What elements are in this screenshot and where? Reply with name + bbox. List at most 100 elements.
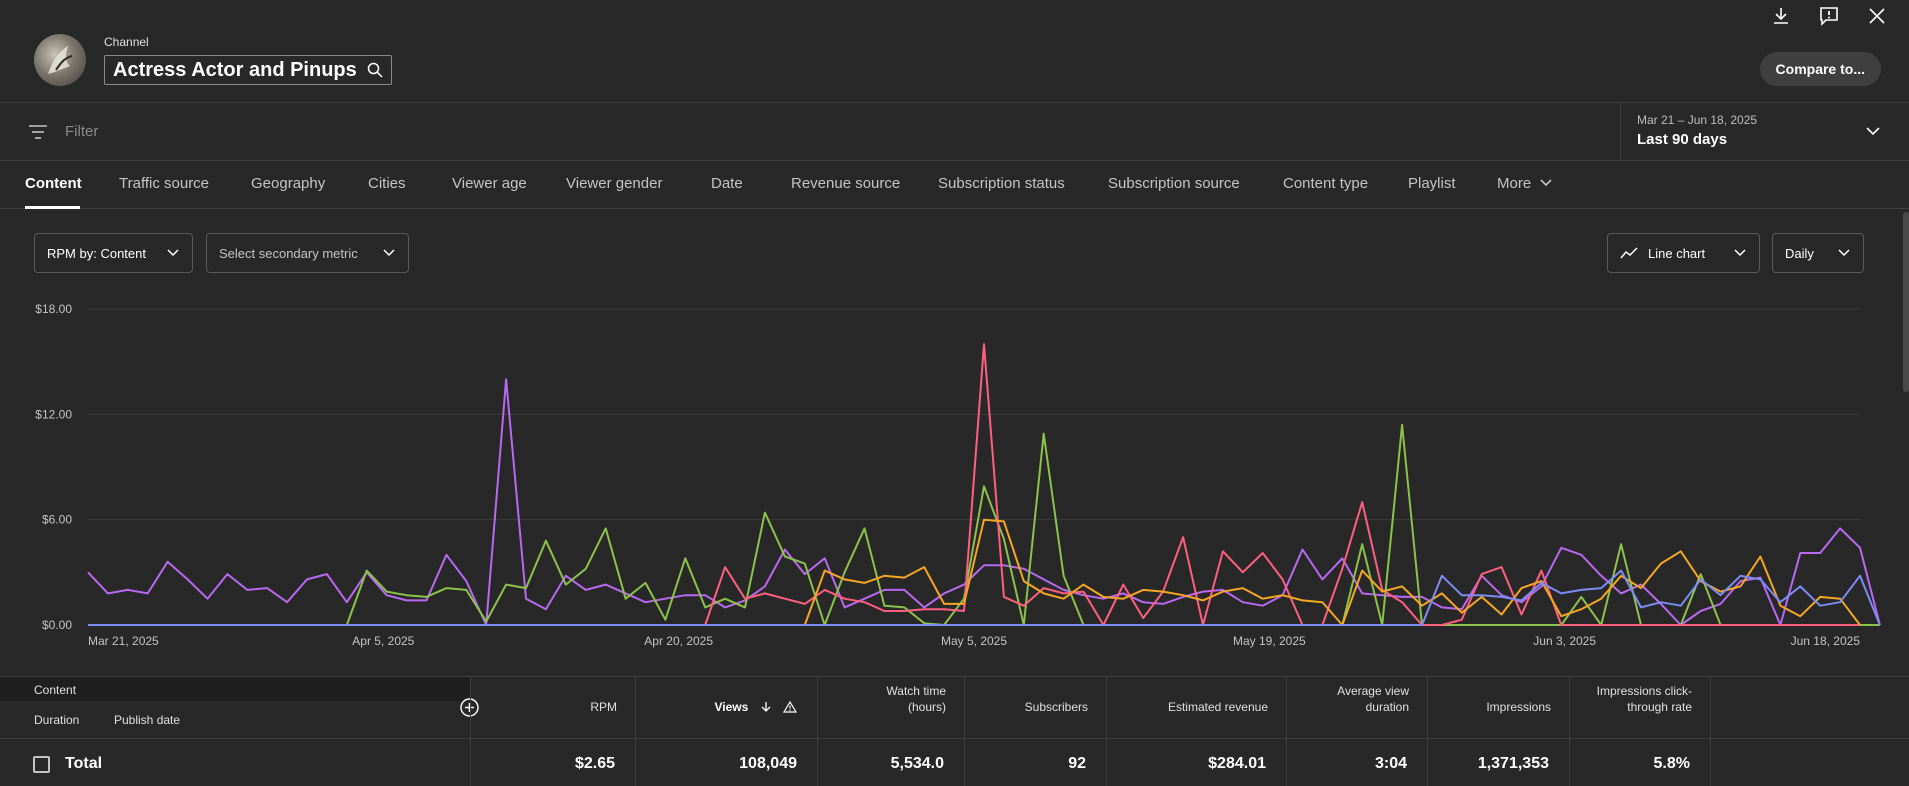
warning-icon[interactable]: [782, 700, 798, 713]
y-tick-label: $6.00: [42, 513, 72, 527]
impressions-total: 1,371,353: [1477, 755, 1549, 772]
date-range-text: Mar 21 – Jun 18, 2025: [1637, 113, 1758, 127]
revenue-column[interactable]: Estimated revenue $284.01: [1106, 677, 1286, 786]
series-line-2: [88, 423, 1880, 626]
series-line-4: [88, 518, 1861, 626]
avg-view-duration-header: Average view duration: [1337, 684, 1409, 714]
chevron-down-icon: [1734, 249, 1746, 257]
granularity-label: Daily: [1785, 245, 1814, 261]
ctr-header: Impressions click-through rate: [1596, 684, 1692, 714]
column-divider: [1710, 677, 1711, 786]
x-tick-label: Apr 20, 2025: [644, 634, 713, 648]
series-line-3: [88, 343, 1860, 626]
add-column-icon[interactable]: [460, 698, 479, 717]
compare-button[interactable]: Compare to...: [1759, 52, 1881, 86]
subscribers-header: Subscribers: [1024, 700, 1088, 714]
channel-label: Channel: [104, 35, 149, 49]
feedback-icon[interactable]: [1817, 4, 1841, 28]
subscribers-total: 92: [1068, 755, 1086, 772]
secondary-metric-label: Select secondary metric: [219, 245, 358, 261]
close-icon[interactable]: [1865, 4, 1889, 28]
publish-date-header[interactable]: Publish date: [114, 713, 181, 727]
subscribers-column[interactable]: Subscribers 92: [964, 677, 1106, 786]
tab-content[interactable]: Content: [25, 175, 82, 192]
content-column-header[interactable]: Content: [0, 677, 470, 701]
impressions-header: Impressions: [1486, 700, 1551, 714]
rpm-total: $2.65: [574, 755, 615, 772]
tab-date[interactable]: Date: [711, 175, 743, 192]
granularity-dropdown[interactable]: Daily: [1772, 233, 1864, 273]
impressions-column[interactable]: Impressions 1,371,353: [1427, 677, 1569, 786]
views-header: Views: [715, 699, 798, 715]
views-header-label: Views: [714, 700, 749, 714]
total-row: Total: [0, 738, 1909, 785]
active-tab-indicator: [25, 206, 80, 209]
channel-name: Actress Actor and Pinups: [113, 58, 357, 81]
x-tick-label: May 5, 2025: [941, 634, 1007, 648]
rpm-line-chart: $0.00 $6.00 $12.00 $18.00 Mar 21, 2025 Apr 5,…: [0, 290, 1909, 660]
primary-metric-label: RPM by: Content: [47, 245, 146, 261]
x-tick-label: Jun 18, 2025: [1791, 634, 1861, 648]
tab-playlist[interactable]: Playlist: [1408, 175, 1456, 192]
avg-view-duration-total: 3:04: [1374, 755, 1407, 772]
date-range-selector[interactable]: Mar 21 – Jun 18, 2025 Last 90 days: [1620, 103, 1909, 161]
chevron-down-icon: [1838, 249, 1850, 257]
x-tick-label: May 19, 2025: [1233, 634, 1306, 648]
y-tick-label: $0.00: [42, 618, 72, 632]
rpm-header: RPM: [590, 700, 617, 714]
search-icon[interactable]: [367, 62, 383, 78]
filter-input[interactable]: Filter: [65, 123, 99, 140]
total-checkbox[interactable]: [33, 756, 50, 773]
tab-content-type[interactable]: Content type: [1283, 175, 1369, 192]
series-line-5: [88, 569, 1881, 626]
watch-time-total: 5,534.0: [890, 755, 944, 772]
x-tick-label: Mar 21, 2025: [88, 634, 159, 648]
series-line-1: [87, 378, 1881, 626]
secondary-metric-dropdown[interactable]: Select secondary metric: [206, 233, 409, 273]
views-total: 108,049: [739, 755, 797, 772]
sort-down-icon: [761, 702, 771, 712]
chart-type-label: Line chart: [1648, 245, 1706, 261]
watch-time-column[interactable]: Watch time (hours) 5,534.0: [817, 677, 964, 786]
tab-viewer-gender[interactable]: Viewer gender: [566, 175, 663, 192]
tab-revenue-source[interactable]: Revenue source: [791, 175, 901, 192]
table-header: Content Duration Publish date RPM $2.65 …: [0, 676, 1909, 786]
duration-header[interactable]: Duration: [34, 713, 80, 727]
filter-bar: Filter Mar 21 – Jun 18, 2025 Last 90 day…: [0, 103, 1909, 161]
chart-svg: $0.00 $6.00 $12.00 $18.00 Mar 21, 2025 Apr 5,…: [35, 302, 1881, 648]
ctr-column[interactable]: Impressions click-through rate 5.8%: [1569, 677, 1710, 786]
y-tick-label: $12.00: [35, 407, 72, 421]
download-icon[interactable]: [1769, 4, 1793, 28]
primary-metric-dropdown[interactable]: RPM by: Content: [34, 233, 193, 273]
date-preset: Last 90 days: [1637, 131, 1728, 148]
scrollbar[interactable]: [1903, 212, 1909, 392]
window-actions: [1769, 4, 1889, 28]
x-tick-label: Apr 5, 2025: [352, 634, 414, 648]
views-column[interactable]: Views 108,049: [635, 677, 817, 786]
tab-more[interactable]: More: [1497, 175, 1553, 192]
tab-subscription-source[interactable]: Subscription source: [1108, 175, 1240, 192]
chart-type-dropdown[interactable]: Line chart: [1607, 233, 1760, 273]
tab-viewer-age[interactable]: Viewer age: [452, 175, 527, 192]
rpm-column[interactable]: RPM $2.65: [470, 677, 635, 786]
tab-geography[interactable]: Geography: [251, 175, 326, 192]
total-label: Total: [65, 755, 103, 772]
tab-more-label: More: [1497, 175, 1532, 192]
filter-icon[interactable]: [28, 123, 48, 141]
tab-cities[interactable]: Cities: [368, 175, 406, 192]
x-tick-label: Jun 3, 2025: [1533, 634, 1596, 648]
tab-subscription-status[interactable]: Subscription status: [938, 175, 1065, 192]
header: Channel Actress Actor and Pinups Compare…: [0, 0, 1909, 103]
tab-traffic-source[interactable]: Traffic source: [119, 175, 210, 192]
revenue-total: $284.01: [1208, 755, 1266, 772]
chevron-down-icon: [167, 249, 179, 257]
channel-selector[interactable]: Actress Actor and Pinups: [104, 55, 392, 85]
dimension-tabs: Content Traffic source Geography Cities …: [0, 161, 1909, 209]
watch-time-header: Watch time (hours): [886, 684, 946, 714]
line-chart-icon: [1620, 247, 1638, 259]
avg-view-duration-column[interactable]: Average view duration 3:04: [1286, 677, 1427, 786]
channel-avatar[interactable]: [34, 34, 86, 86]
chevron-down-icon: [383, 249, 395, 257]
revenue-header: Estimated revenue: [1167, 700, 1268, 714]
y-tick-label: $18.00: [35, 302, 72, 316]
